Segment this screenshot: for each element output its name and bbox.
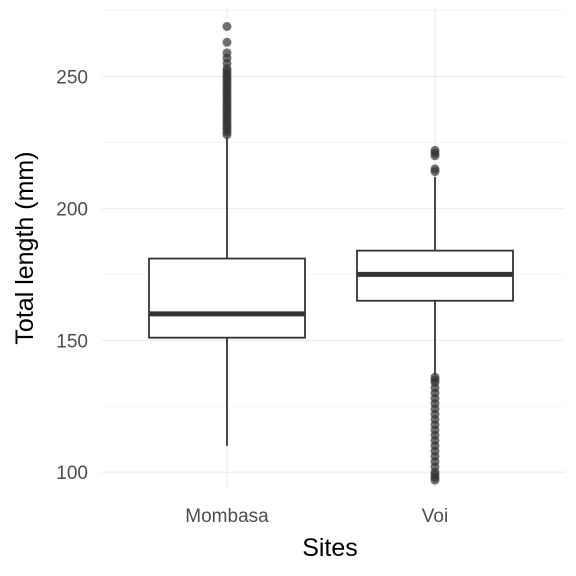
- grid: [102, 8, 564, 488]
- outlier-point: [430, 372, 440, 382]
- outlier-point: [222, 21, 232, 31]
- iqr-box: [148, 257, 306, 339]
- box-mombasa: [148, 21, 306, 446]
- outlier-point: [222, 48, 232, 58]
- y-tick-label: 200: [56, 199, 88, 220]
- x-tick-labels: Mombasa Voi: [185, 506, 448, 527]
- box-voi: [356, 145, 514, 485]
- x-tick-label: Mombasa: [185, 506, 269, 527]
- y-tick-labels: 100 150 200 250: [56, 68, 88, 485]
- y-axis-title: Total length (mm): [11, 151, 39, 344]
- outlier-point: [430, 164, 440, 174]
- y-tick-label: 100: [56, 463, 88, 484]
- x-tick-label: Voi: [422, 506, 448, 527]
- y-tick-label: 250: [56, 68, 88, 89]
- x-axis-title: Sites: [302, 534, 358, 562]
- outlier-point: [222, 37, 232, 47]
- outlier-point: [430, 145, 440, 155]
- y-tick-label: 150: [56, 331, 88, 352]
- boxes: [148, 21, 514, 485]
